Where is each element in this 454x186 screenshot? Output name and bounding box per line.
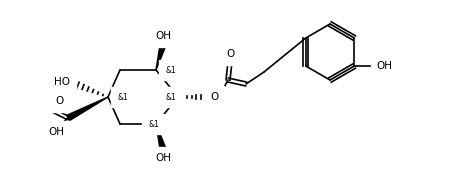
- Text: OH: OH: [48, 127, 64, 137]
- Polygon shape: [156, 44, 166, 70]
- Text: &1: &1: [117, 92, 128, 102]
- Text: OH: OH: [155, 153, 171, 163]
- Text: O: O: [226, 49, 234, 59]
- Text: &1: &1: [148, 119, 159, 129]
- Text: O: O: [55, 96, 63, 106]
- Text: &1: &1: [165, 92, 176, 102]
- Polygon shape: [156, 124, 166, 150]
- Text: &1: &1: [165, 65, 176, 75]
- Text: HO: HO: [54, 77, 70, 87]
- Text: OH: OH: [376, 61, 392, 71]
- Polygon shape: [67, 97, 108, 121]
- Text: OH: OH: [155, 31, 171, 41]
- Text: O: O: [210, 92, 218, 102]
